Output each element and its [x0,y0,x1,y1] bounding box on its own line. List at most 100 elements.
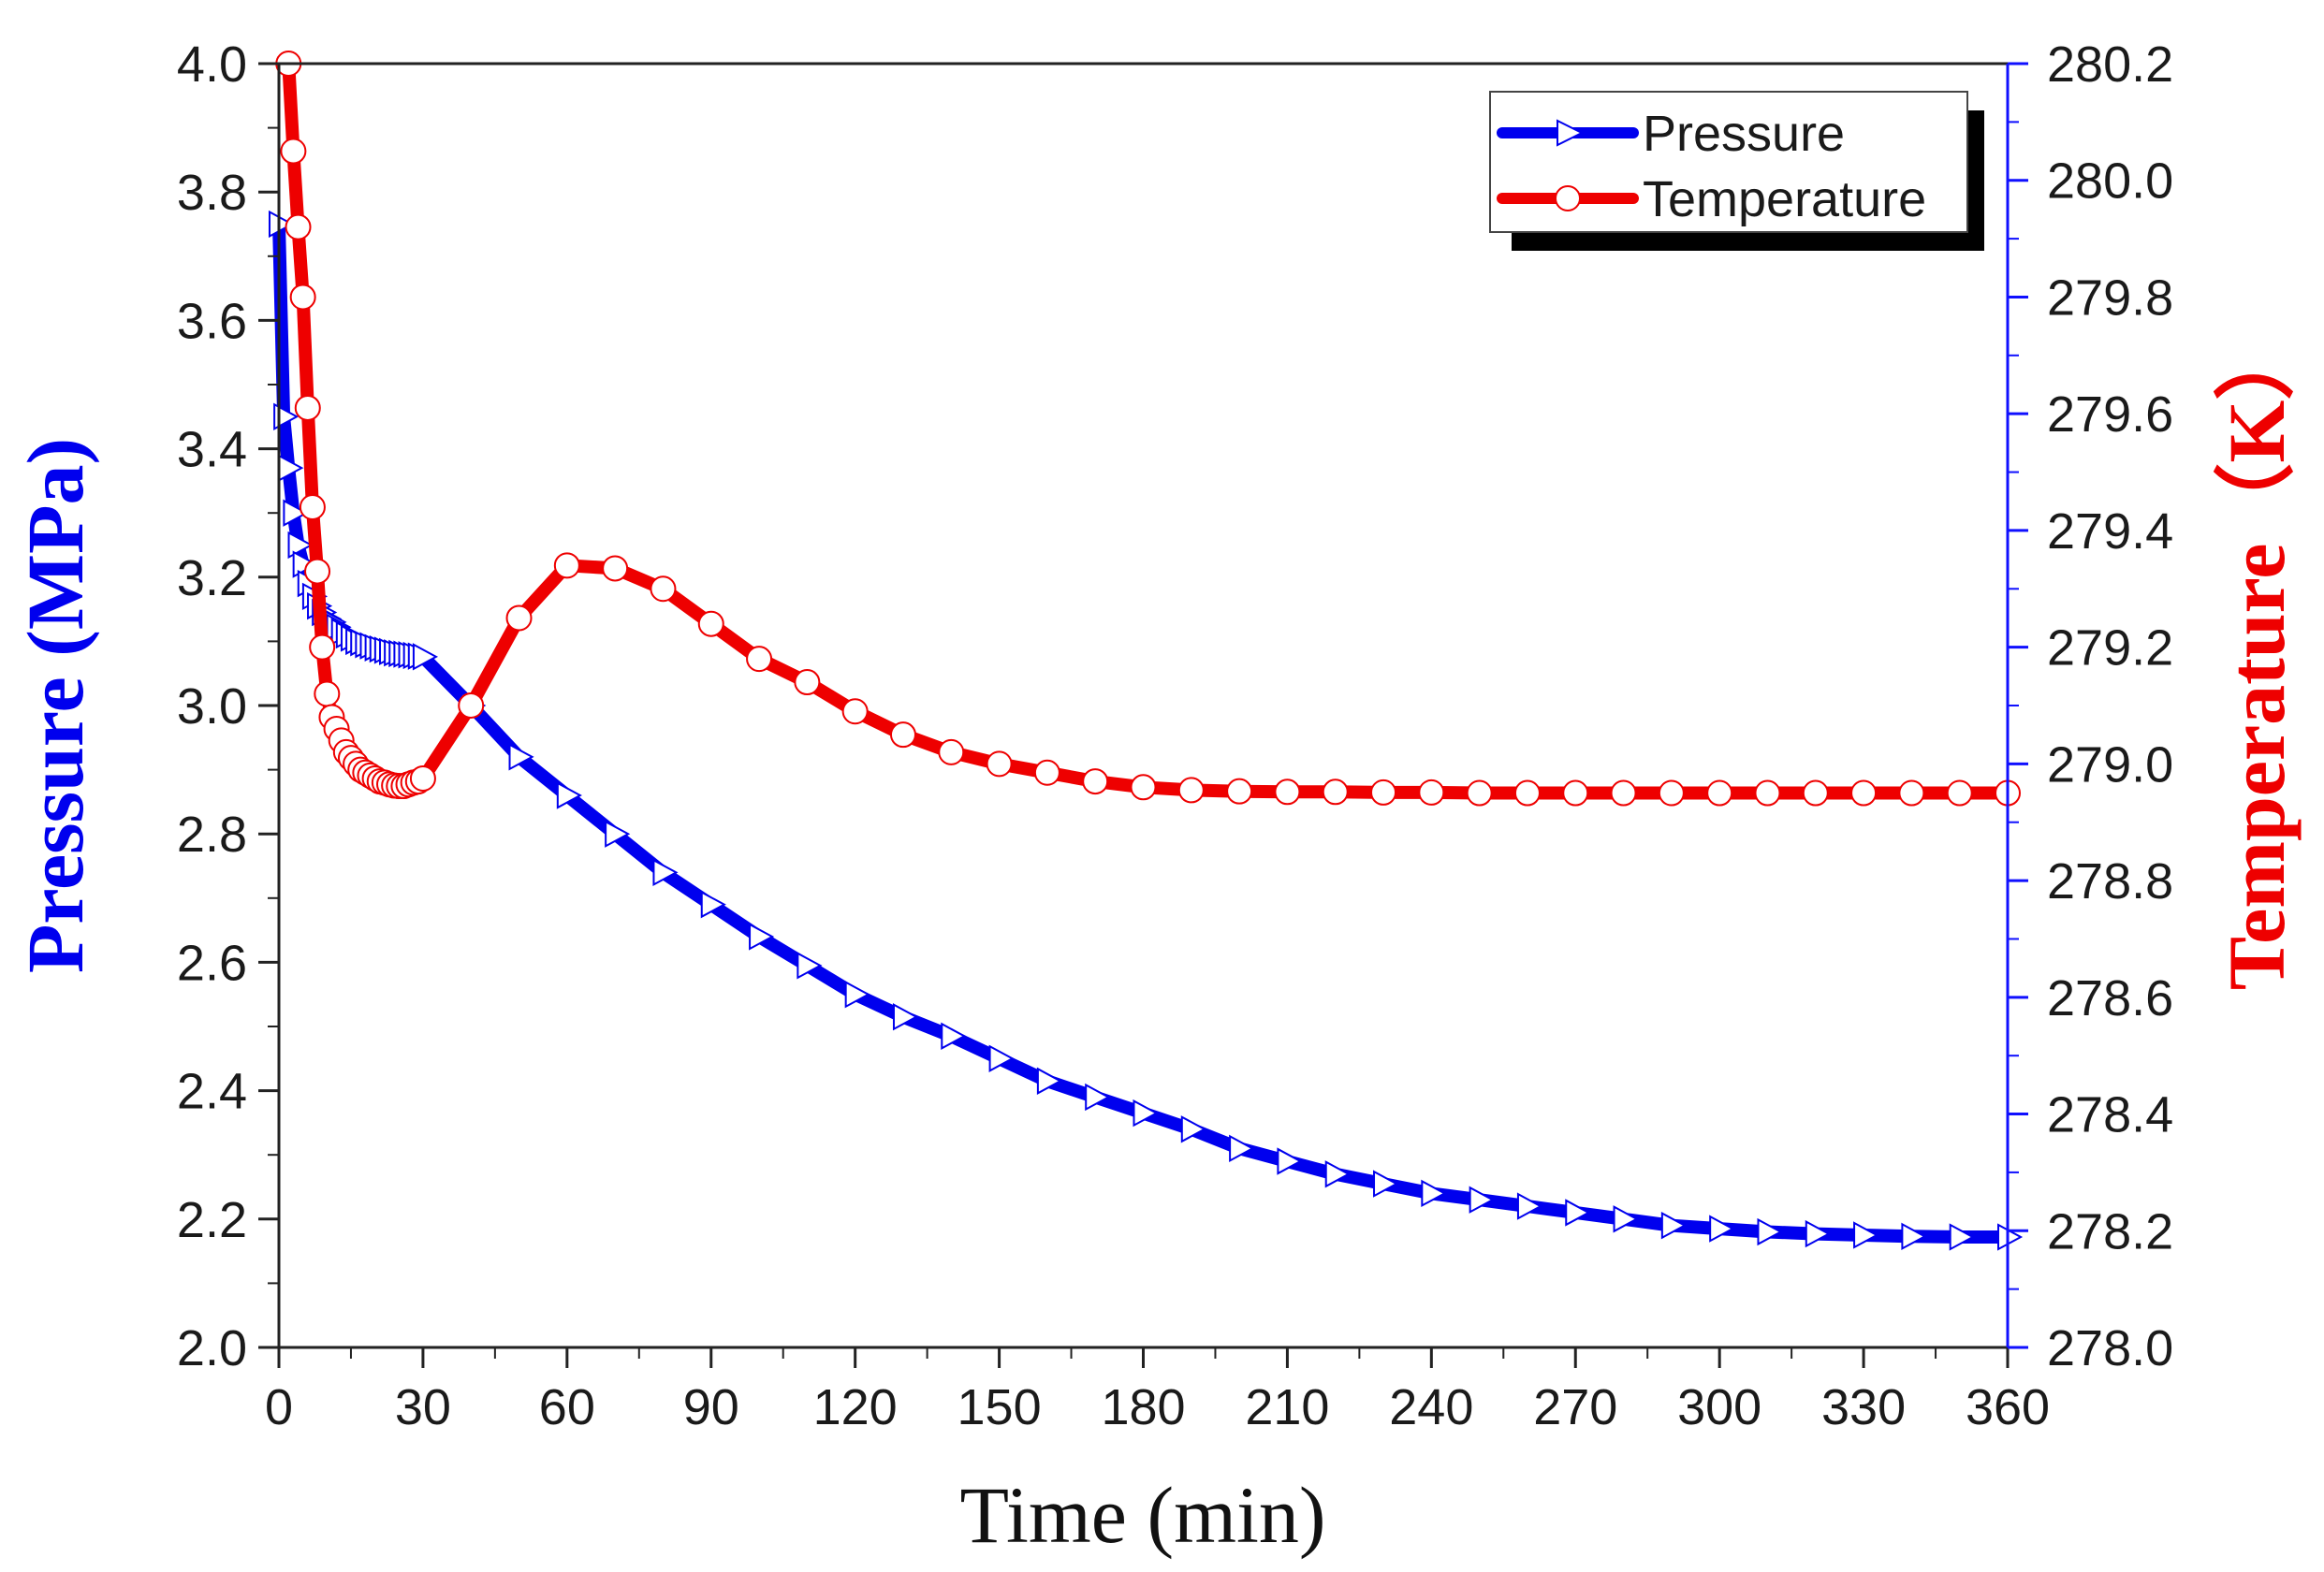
temperature-data-point [1610,779,1637,807]
pressure-data-point [1421,1179,1447,1208]
pressure-data-point [1805,1219,1831,1248]
pressure-data-point [892,1003,919,1031]
x-tick-label: 270 [1533,1379,1617,1435]
y-right-tick-label: 278.8 [2047,853,2173,910]
temperature-data-point [1706,779,1733,807]
pressure-data-point [556,781,582,809]
pressure-data-point [605,820,631,848]
legend-pressure-marker [1557,119,1585,147]
pressure-data-point [269,210,295,239]
temperature-data-point [1418,779,1445,806]
pressure-data-point [508,743,534,771]
temperature-data-point [1754,779,1781,807]
temperature-data-point [314,680,341,707]
pressure-data-point [1660,1211,1687,1240]
x-tick-label: 210 [1245,1379,1329,1435]
temperature-data-point [299,493,326,520]
temperature-data-point [1466,779,1493,807]
pressure-data-point [1036,1067,1062,1095]
temperature-data-point [409,764,436,792]
y-right-tick-label: 278.4 [2047,1087,2173,1143]
legend-pressure-label: Pressure [1643,106,1845,162]
y-left-tick-label: 2.2 [177,1192,247,1248]
pressure-data-point [1757,1217,1783,1246]
pressure-data-point [1949,1223,1975,1251]
temperature-data-point [986,750,1013,778]
temperature-data-point [505,604,533,632]
pressure-data-point [1324,1160,1351,1188]
pressure-data-point [797,952,823,980]
temperature-data-point [1226,778,1253,805]
x-tick-label: 60 [539,1379,595,1435]
temperature-data-point [1946,779,1973,807]
pressure-data-point [1469,1186,1495,1214]
y-left-tick-label: 3.2 [177,550,247,606]
y-right-tick-label: 280.0 [2047,153,2173,210]
temperature-data-point [280,138,307,165]
y-right-tick-label: 279.8 [2047,269,2173,326]
x-axis-title: Time (min) [959,1470,1325,1560]
x-tick-label: 90 [683,1379,739,1435]
x-tick-label: 300 [1677,1379,1761,1435]
pressure-data-point [1709,1215,1735,1243]
pressure-data-point [700,890,726,919]
y-right-tick-label: 278.6 [2047,970,2173,1026]
temperature-data-point [1370,779,1397,806]
y-left-tick-label: 2.4 [177,1064,247,1120]
temperature-data-point [1033,759,1060,786]
y-axis-title-left: Pressure (MPa) [10,438,100,973]
y-left-tick-label: 3.6 [177,293,247,349]
x-tick-label: 150 [957,1379,1042,1435]
y-left-tick-label: 3.8 [177,165,247,221]
y-left-tick-label: 3.0 [177,678,247,735]
temperature-data-point [794,669,821,696]
temperature-data-point [1802,779,1829,807]
x-tick-label: 30 [395,1379,451,1435]
temperature-data-point [1658,779,1685,807]
pressure-data-point [1373,1170,1399,1198]
temperature-data-point [697,610,724,637]
pressure-data-point [1853,1221,1879,1249]
pressure-data-point [1133,1099,1159,1128]
temperature-data-point [1322,779,1349,806]
temperature-data-point [1850,779,1878,807]
pressure-data-point [283,499,309,527]
x-tick-label: 180 [1101,1379,1185,1435]
pressure-data-point [941,1022,967,1050]
temperature-data-point [309,633,336,661]
temperature-data-point [304,558,331,585]
y-right-tick-label: 279.0 [2047,736,2173,793]
temperature-data-point [1082,768,1109,795]
pressure-data-point [988,1044,1015,1072]
y-right-tick-label: 279.2 [2047,620,2173,677]
legend: Pressure Temperature [1489,91,1984,251]
temperature-data-point [285,213,312,240]
x-tick-label: 240 [1389,1379,1473,1435]
pressure-data-point [1229,1134,1255,1163]
y-right-tick-label: 280.2 [2047,36,2173,93]
temperature-data-point [553,552,580,579]
temperature-data-point [294,394,321,421]
pressure-data-point [1516,1192,1543,1220]
ticks-layer: 0 30 60 90 120 150 180 210 240 270 300 330 360 2.0 2.2… [177,36,2173,1435]
legend-temperature-label: Temperature [1643,171,1926,227]
y-right-tick-label: 278.2 [2047,1203,2173,1259]
pressure-data-point [1085,1083,1111,1112]
y-left-tick-label: 2.8 [177,807,247,863]
pressure-data-point [1613,1205,1639,1233]
temperature-data-point [1274,779,1301,806]
pressure-data-point [1180,1115,1206,1143]
temperature-data-point [650,575,677,603]
pressure-data-point [412,643,439,671]
y-left-tick-label: 4.0 [177,36,247,93]
y-right-tick-label: 279.6 [2047,386,2173,443]
temperature-data-point [841,698,869,725]
x-tick-label: 120 [813,1379,898,1435]
pressure-data-point [1901,1222,1927,1251]
y-left-tick-label: 2.0 [177,1320,247,1376]
temperature-data-point [889,721,916,749]
temperature-data-point [1130,774,1157,801]
temperature-data-point [938,738,965,765]
temperature-data-point [602,555,629,582]
